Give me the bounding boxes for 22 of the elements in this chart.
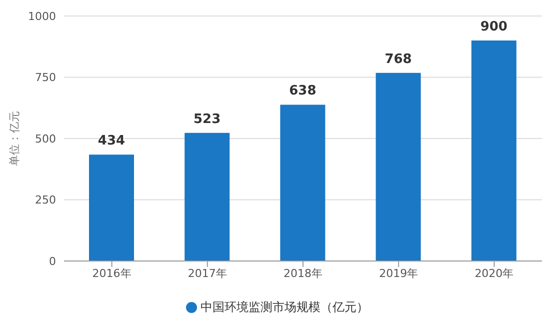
bar xyxy=(376,72,421,261)
bar xyxy=(471,40,516,261)
bar xyxy=(280,104,326,261)
x-tick-label: 2016年 xyxy=(92,266,132,280)
y-tick-label: 0 xyxy=(49,254,56,268)
y-axis-title: 单位：亿元 xyxy=(8,111,21,166)
data-label: 638 xyxy=(289,84,316,99)
y-tick-label: 750 xyxy=(35,71,56,84)
legend-label: 中国环境监测市场规模（亿元） xyxy=(200,300,368,314)
y-tick-label: 250 xyxy=(35,194,56,207)
x-tick-label: 2020年 xyxy=(474,266,514,280)
x-tick-label: 2018年 xyxy=(284,266,322,280)
bar xyxy=(89,154,134,261)
x-tick-label: 2017年 xyxy=(188,266,227,280)
y-tick-label: 1000 xyxy=(28,10,56,23)
data-label: 900 xyxy=(480,20,508,34)
data-label: 434 xyxy=(98,134,126,149)
y-tick-label: 500 xyxy=(35,132,56,146)
bar xyxy=(184,132,230,261)
data-label: 523 xyxy=(194,112,221,127)
x-tick-label: 2019年 xyxy=(379,266,418,280)
data-label: 768 xyxy=(384,52,412,67)
